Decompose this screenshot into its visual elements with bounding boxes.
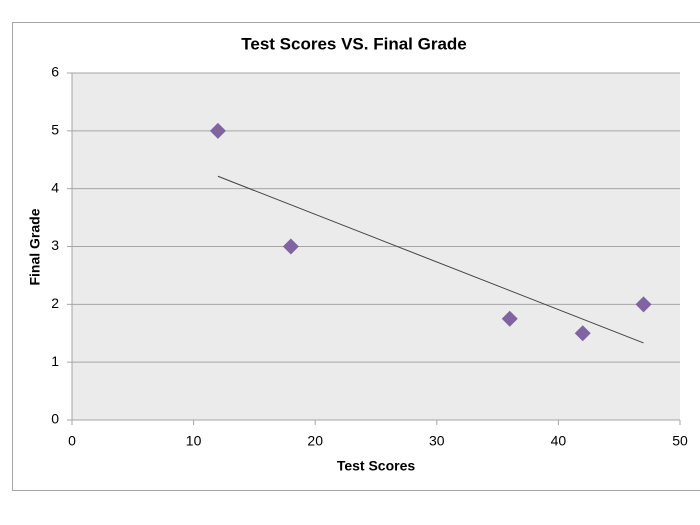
x-tick-label: 20 [307,433,323,449]
x-tick-label: 30 [429,433,445,449]
y-tick-label: 3 [51,237,59,253]
y-tick-label: 0 [51,411,59,427]
y-tick-label: 4 [51,179,59,195]
x-tick-label: 0 [68,433,76,449]
y-tick-label: 1 [51,353,59,369]
y-tick-label: 2 [51,295,59,311]
y-axis-label: Final Grade [27,208,43,285]
y-tick-label: 5 [51,122,59,138]
point [635,296,652,313]
point [574,325,591,342]
x-tick-label: 10 [186,433,202,449]
y-tick-label: 6 [51,64,59,80]
x-axis-label: Test Scores [337,458,416,474]
point [501,310,518,327]
x-tick-label: 40 [551,433,567,449]
chart-title: Test Scores VS. Final Grade [241,34,467,53]
point [282,238,299,255]
x-tick-label: 50 [672,433,688,449]
point [209,122,226,139]
trendline [217,175,644,344]
